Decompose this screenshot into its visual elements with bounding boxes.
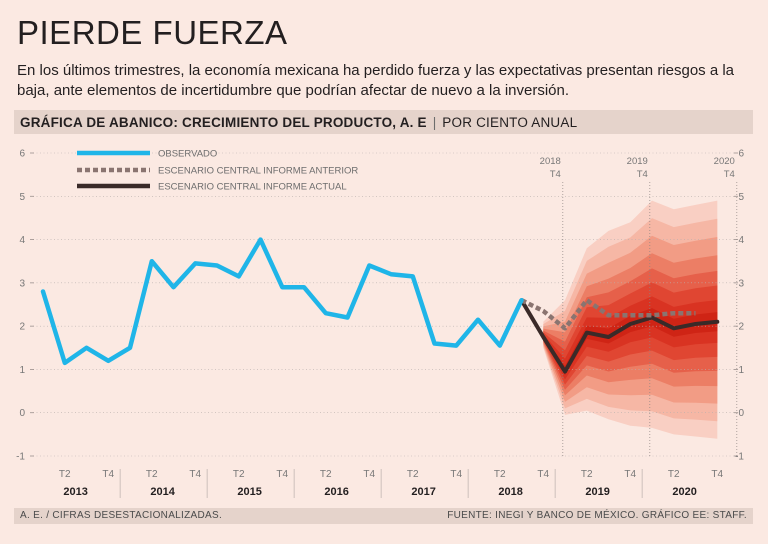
x-tick-quarter: T2 (320, 469, 332, 480)
y-tick-right: 6 (738, 149, 744, 160)
chart-unit: POR CIENTO ANUAL (442, 114, 578, 130)
x-tick-quarter: T2 (407, 469, 419, 480)
x-tick-year: 2020 (672, 486, 696, 498)
marker-quarter: T4 (724, 169, 735, 180)
y-tick-right: 0 (738, 408, 744, 419)
x-tick-quarter: T4 (189, 469, 201, 480)
x-tick-year: 2015 (237, 486, 261, 498)
x-tick-quarter: T2 (59, 469, 71, 480)
x-tick-quarter: T2 (494, 469, 506, 480)
x-tick-quarter: T4 (102, 469, 114, 480)
y-tick-right: 2 (738, 322, 744, 333)
fan-bands (543, 200, 718, 439)
x-tick-year: 2019 (585, 486, 609, 498)
grid (33, 152, 738, 457)
x-tick-year: 2018 (498, 486, 522, 498)
title-separator: | (432, 114, 437, 130)
x-tick-quarter: T4 (624, 469, 636, 480)
series-actual (519, 298, 720, 374)
marker-quarter: T4 (550, 169, 561, 180)
x-tick-quarter: T4 (363, 469, 375, 480)
x-tick-quarter: T2 (581, 469, 593, 480)
series-observed (40, 237, 524, 366)
fan-chart: -1 -1 0 0 1 1 2 2 3 3 4 4 5 5 6 6 2018 T4 2019 T4 2020 T4 T2 T4… (16, 149, 744, 498)
footer-source: FUENTE: INEGI Y BANCO DE MÉXICO. GRÁFICO… (447, 510, 747, 521)
x-tick-quarter: T4 (711, 469, 723, 480)
y-tick-left: -1 (16, 452, 25, 463)
page-title: PIERDE FUERZA (17, 14, 288, 51)
series-anterior (520, 297, 696, 331)
legend-label: ESCENARIO CENTRAL INFORME ANTERIOR (158, 166, 358, 177)
y-tick-left: 5 (19, 192, 25, 203)
y-tick-right: 3 (738, 278, 744, 289)
x-tick-quarter: T4 (450, 469, 462, 480)
chart-title: GRÁFICA DE ABANICO: CRECIMIENTO DEL PROD… (20, 114, 427, 130)
y-tick-right: 4 (738, 235, 744, 246)
legend-label: ESCENARIO CENTRAL INFORME ACTUAL (158, 182, 347, 193)
axes: -1 -1 0 0 1 1 2 2 3 3 4 4 5 5 6 6 2018 T4 2019 T4 2020 T4 T2 T4… (16, 149, 744, 498)
legend: OBSERVADO ESCENARIO CENTRAL INFORME ANTER… (77, 149, 358, 193)
x-tick-quarter: T2 (668, 469, 680, 480)
y-tick-right: 5 (738, 192, 744, 203)
x-tick-quarter: T4 (537, 469, 549, 480)
subtitle: En los últimos trimestres, la economía m… (17, 62, 735, 99)
y-tick-right: -1 (735, 452, 744, 463)
marker-year: 2018 (540, 156, 561, 167)
footer-band: A. E. / CIFRAS DESESTACIONALIZADAS. FUEN… (14, 508, 753, 524)
y-tick-left: 6 (19, 149, 25, 160)
y-tick-left: 4 (19, 235, 25, 246)
marker-year: 2019 (627, 156, 648, 167)
y-tick-left: 3 (19, 278, 25, 289)
fan-band-8 (543, 308, 718, 376)
marker-quarter: T4 (637, 169, 648, 180)
x-tick-year: 2014 (150, 486, 175, 498)
fan-band-7 (543, 296, 718, 380)
x-tick-year: 2016 (324, 486, 348, 498)
y-tick-left: 1 (19, 365, 25, 376)
marker-year: 2020 (714, 156, 735, 167)
x-tick-quarter: T2 (146, 469, 158, 480)
series-lines (40, 237, 720, 374)
footer-note: A. E. / CIFRAS DESESTACIONALIZADAS. (20, 510, 223, 521)
x-tick-year: 2017 (411, 486, 435, 498)
x-tick-quarter: T2 (233, 469, 245, 480)
y-tick-right: 1 (738, 365, 744, 376)
x-tick-year: 2013 (63, 486, 87, 498)
y-tick-left: 2 (19, 322, 25, 333)
x-tick-quarter: T4 (276, 469, 288, 480)
chart-header-band: GRÁFICA DE ABANICO: CRECIMIENTO DEL PROD… (14, 110, 753, 134)
y-tick-left: 0 (19, 408, 25, 419)
legend-label: OBSERVADO (158, 149, 217, 160)
